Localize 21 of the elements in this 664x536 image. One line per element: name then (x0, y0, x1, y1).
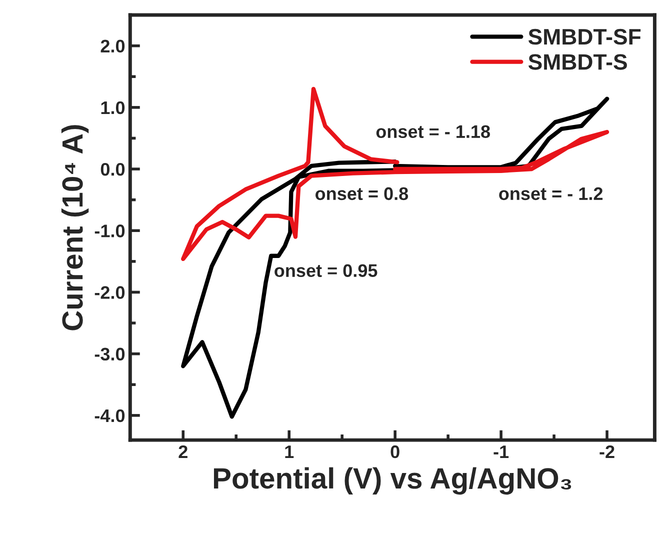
annotation: onset = - 1.2 (499, 187, 603, 200)
y-tick-label: 2.0 (100, 40, 125, 53)
line-series (181, 86, 610, 262)
x-tick-label: 1 (285, 446, 294, 458)
annotation: onset = 0.8 (315, 187, 408, 200)
annotation: onset = 0.95 (274, 264, 378, 278)
annotation: onset = - 1.18 (376, 125, 490, 138)
y-tick-label: -1.0 (94, 224, 125, 238)
y-tick-label: 0.0 (100, 162, 125, 176)
x-tick-label: -1 (494, 446, 509, 458)
y-tick-label: 1.0 (101, 101, 125, 114)
x-tick-label: 0 (390, 445, 400, 458)
y-tick-label: -2.0 (94, 286, 125, 299)
x-axis-title: Potential (V) vs Ag/AgNO₃ (214, 467, 572, 495)
x-tick-label: 2 (178, 445, 188, 458)
legend-label: SMBDT-S (528, 54, 627, 70)
y-tick-label: -4.0 (94, 409, 125, 422)
y-tick-label: -3.0 (94, 348, 125, 361)
x-tick-label: -2 (600, 445, 614, 458)
y-axis-title: Current (10⁴ A) (61, 125, 89, 330)
legend-label: SMBDT-SF (528, 28, 641, 45)
